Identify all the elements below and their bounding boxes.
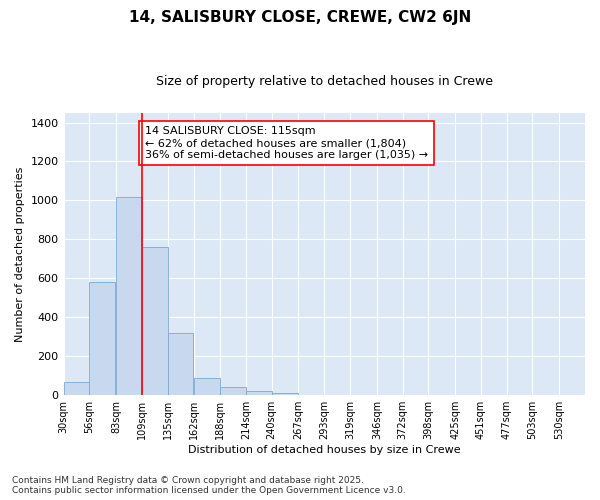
Title: Size of property relative to detached houses in Crewe: Size of property relative to detached ho… (156, 75, 493, 88)
Bar (167, 333, 193, 395)
Text: Contains HM Land Registry data © Crown copyright and database right 2025.
Contai: Contains HM Land Registry data © Crown c… (12, 476, 406, 495)
Bar (64, 382, 89, 395)
Bar (142, 247, 167, 395)
Text: 14 SALISBURY CLOSE: 115sqm
← 62% of detached houses are smaller (1,804)
36% of s: 14 SALISBURY CLOSE: 115sqm ← 62% of deta… (145, 126, 428, 160)
Bar (246, 392, 272, 395)
Bar (220, 388, 246, 395)
Y-axis label: Number of detached properties: Number of detached properties (15, 166, 25, 342)
Bar (116, 196, 142, 395)
Bar (272, 394, 298, 395)
X-axis label: Distribution of detached houses by size in Crewe: Distribution of detached houses by size … (188, 445, 461, 455)
Bar (194, 378, 220, 395)
Bar (89, 282, 115, 395)
Text: 14, SALISBURY CLOSE, CREWE, CW2 6JN: 14, SALISBURY CLOSE, CREWE, CW2 6JN (129, 10, 471, 25)
